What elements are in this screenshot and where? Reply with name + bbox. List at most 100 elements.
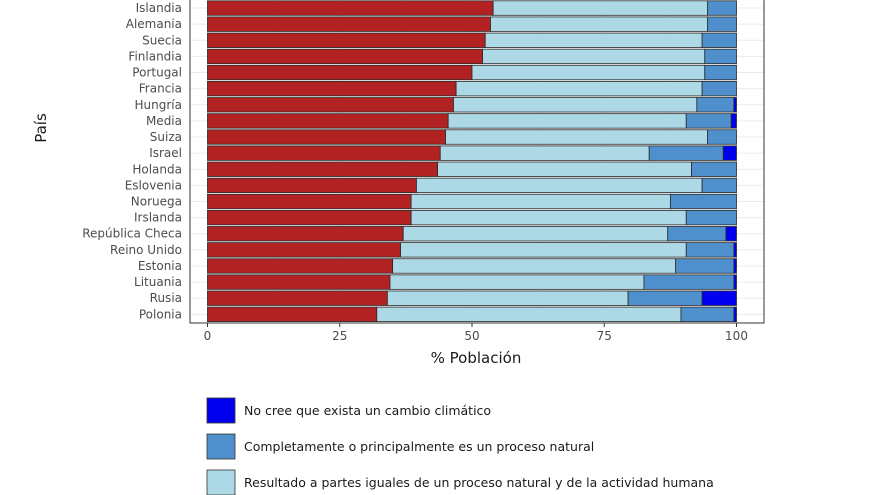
bar-segment xyxy=(627,290,703,306)
bar-segment xyxy=(455,81,703,97)
y-tick-label: Eslovenia xyxy=(125,178,182,192)
bar-segment xyxy=(207,242,401,258)
bar-segment xyxy=(207,177,417,194)
bar-segment xyxy=(492,0,708,16)
bar-segment xyxy=(733,306,737,322)
x-tick-label: 75 xyxy=(597,329,612,343)
bar-segment xyxy=(707,0,737,16)
bar-segment xyxy=(437,161,692,177)
bar-segment xyxy=(643,274,735,290)
bar-segment xyxy=(484,32,703,48)
legend-label: Completamente o principalmente es un pro… xyxy=(244,439,594,454)
bar-segment xyxy=(207,32,486,48)
y-tick-label: Polonia xyxy=(139,307,182,321)
y-tick-labels: Islandia Alemania Suecia Finlandia Portugal F… xyxy=(82,1,182,321)
bar-segment xyxy=(701,177,737,194)
x-tick-label: 25 xyxy=(332,329,347,343)
y-tick-label: Francia xyxy=(139,82,182,96)
bar-segment xyxy=(207,129,446,145)
bar-segment xyxy=(722,145,737,161)
bar-segment xyxy=(733,242,737,258)
bar-segment xyxy=(410,209,687,226)
bar-segment xyxy=(207,0,494,16)
legend-key xyxy=(206,469,236,495)
bar-segment xyxy=(207,226,404,242)
bar-segment xyxy=(707,16,737,32)
bar-segment xyxy=(733,274,737,290)
legend-label: No cree que exista un cambio climático xyxy=(244,403,491,418)
bar-segment xyxy=(648,145,724,161)
y-tick-label: Alemania xyxy=(126,17,182,31)
bar-segment xyxy=(704,48,737,65)
bar-segment xyxy=(733,97,737,113)
y-axis-title: País xyxy=(32,113,50,143)
bar-segment xyxy=(376,306,682,322)
bar-segment xyxy=(453,97,698,113)
bar-segment xyxy=(675,258,735,274)
bar-segment xyxy=(207,16,491,32)
y-tick-label: Irslanda xyxy=(134,211,182,225)
bar-segment xyxy=(691,161,737,177)
bar-segment xyxy=(207,48,483,65)
y-tick-label: Islandia xyxy=(136,1,182,15)
bar-segment xyxy=(207,209,412,226)
bar-segment xyxy=(207,258,394,274)
bar-segment xyxy=(207,81,457,97)
bar-segment xyxy=(730,113,737,129)
x-axis-title: % Población xyxy=(431,349,522,367)
bar-segment xyxy=(704,64,737,81)
bars xyxy=(207,0,737,322)
legend-key xyxy=(206,433,236,460)
bar-segment xyxy=(207,64,473,81)
bar-segment xyxy=(389,274,645,290)
bar-segment xyxy=(490,16,708,32)
legend-key xyxy=(206,397,236,424)
bar-segment xyxy=(207,274,391,290)
plot-panel-border xyxy=(189,0,765,324)
bar-segment xyxy=(392,258,677,274)
y-tick-label: Suecia xyxy=(142,33,182,47)
bar-segment xyxy=(667,226,727,242)
bar-segment xyxy=(725,226,737,242)
y-tick-label: Finlandia xyxy=(128,49,182,63)
bar-segment xyxy=(439,145,650,161)
bar-segment xyxy=(696,97,735,113)
y-tick-label: Media xyxy=(146,114,182,128)
y-tick-label: Estonia xyxy=(138,259,182,273)
bar-segment xyxy=(701,81,737,97)
bar-segment xyxy=(207,290,388,306)
bar-segment xyxy=(685,113,732,129)
bar-segment xyxy=(701,32,737,48)
x-tick-label: 0 xyxy=(204,329,212,343)
y-tick-label: Rusia xyxy=(150,291,182,305)
bar-segment xyxy=(207,193,412,210)
y-tick-label: Reino Unido xyxy=(110,243,182,257)
bar-segment xyxy=(471,64,706,81)
bar-segment xyxy=(207,161,439,177)
bar-segment xyxy=(685,209,737,226)
x-tick-label: 50 xyxy=(464,329,479,343)
bar-segment xyxy=(207,145,441,161)
bar-segment xyxy=(386,290,629,306)
y-tick-label: Portugal xyxy=(132,66,182,80)
bar-segment xyxy=(685,242,735,258)
bar-segment xyxy=(207,113,449,129)
bar-segment xyxy=(416,177,703,194)
bar-segment xyxy=(733,258,737,274)
y-tick-label: Suiza xyxy=(150,130,182,144)
bar-segment xyxy=(447,113,687,129)
bar-segment xyxy=(400,242,687,258)
y-tick-label: Hungría xyxy=(135,98,182,112)
y-tick-label: Holanda xyxy=(132,162,182,176)
y-tick-label: Lituania xyxy=(134,275,182,289)
x-tick-labels: 0 25 50 75 100 xyxy=(204,323,748,343)
legend: No cree que exista un cambio climático Co… xyxy=(206,397,714,495)
legend-label: Resultado a partes iguales de un proceso… xyxy=(244,475,714,490)
x-tick-label: 100 xyxy=(725,329,748,343)
y-tick-label: Noruega xyxy=(131,195,182,209)
bar-segment xyxy=(680,306,735,322)
bar-segment xyxy=(669,193,737,210)
bar-segment xyxy=(701,290,737,306)
bar-segment xyxy=(410,193,671,210)
